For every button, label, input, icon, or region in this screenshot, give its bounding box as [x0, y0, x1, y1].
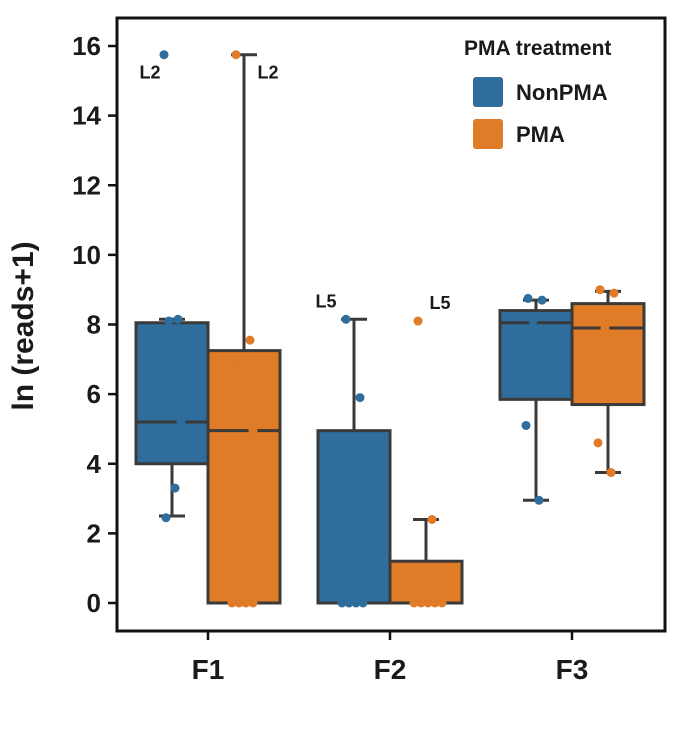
data-point-nonpma — [159, 50, 169, 60]
data-point-nonpma — [521, 420, 531, 430]
data-point-nonpma — [173, 314, 183, 324]
y-tick-label: 10 — [72, 240, 101, 270]
annotation-label: L2 — [139, 63, 160, 83]
data-point-pma — [231, 50, 241, 60]
data-point-pma — [430, 598, 440, 608]
y-tick-label: 16 — [72, 31, 101, 61]
data-point-nonpma — [157, 438, 167, 448]
data-point-pma — [423, 598, 433, 608]
legend-label-nonpma: NonPMA — [516, 80, 608, 105]
data-point-pma — [609, 288, 619, 298]
points-layer — [157, 50, 622, 608]
data-point-pma — [234, 598, 244, 608]
data-point-pma — [241, 598, 251, 608]
data-point-nonpma — [528, 316, 538, 326]
data-point-nonpma — [161, 513, 171, 523]
data-point-nonpma — [358, 598, 368, 608]
annotations-layer: L2 L2 L5 L5 — [139, 63, 450, 313]
annotation-label: L5 — [429, 293, 450, 313]
data-point-pma — [413, 316, 423, 326]
y-axis-label: ln (reads+1) — [7, 241, 40, 410]
x-axis-ticks: F1 F2 F3 — [192, 631, 589, 685]
annotation-label: L5 — [315, 291, 336, 311]
data-point-pma — [612, 368, 622, 378]
data-point-nonpma — [164, 316, 174, 326]
y-tick-label: 14 — [72, 101, 101, 131]
data-point-nonpma — [351, 598, 361, 608]
box-nonpma-f3 — [498, 298, 574, 502]
data-point-pma — [227, 598, 237, 608]
data-point-pma — [236, 361, 246, 371]
data-point-pma — [427, 514, 437, 524]
box-body — [206, 349, 282, 605]
data-point-nonpma — [170, 483, 180, 493]
y-tick-label: 2 — [87, 518, 101, 548]
y-axis-ticks: 0 2 4 6 8 10 12 14 16 — [72, 31, 117, 618]
data-point-pma — [409, 598, 419, 608]
data-point-nonpma — [341, 314, 351, 324]
data-point-nonpma — [523, 293, 533, 303]
data-point-pma — [248, 426, 258, 436]
data-point-nonpma — [355, 393, 365, 403]
x-tick-label-f1: F1 — [192, 654, 225, 685]
data-point-pma — [248, 598, 258, 608]
data-point-pma — [606, 467, 616, 477]
y-tick-label: 4 — [87, 449, 102, 479]
data-point-nonpma — [540, 375, 550, 385]
y-tick-label: 6 — [87, 379, 101, 409]
data-point-pma — [600, 323, 610, 333]
legend: PMA treatment NonPMA PMA — [464, 37, 611, 149]
x-tick-label-f2: F2 — [374, 654, 407, 685]
box-body — [498, 309, 574, 401]
box-pma-f3 — [570, 289, 646, 474]
data-point-pma — [595, 285, 605, 295]
data-point-pma — [245, 335, 255, 345]
box-nonpma-f2 — [316, 317, 392, 605]
annotation-label: L2 — [257, 63, 278, 83]
data-point-nonpma — [176, 417, 186, 427]
data-point-pma — [437, 598, 447, 608]
legend-swatch-nonpma — [473, 77, 503, 107]
data-point-nonpma — [534, 495, 544, 505]
data-point-nonpma — [537, 295, 547, 305]
box-pma-f2 — [388, 517, 464, 605]
legend-title: PMA treatment — [464, 37, 611, 60]
box-pma-f1 — [206, 53, 282, 605]
data-point-pma — [416, 598, 426, 608]
boxes-layer — [134, 53, 646, 605]
box-body — [134, 321, 210, 466]
x-tick-label-f3: F3 — [556, 654, 589, 685]
y-tick-label: 12 — [72, 170, 101, 200]
data-point-nonpma — [346, 452, 356, 462]
box-body — [316, 429, 392, 605]
y-tick-label: 8 — [87, 310, 101, 340]
data-point-nonpma — [344, 598, 354, 608]
box-body — [388, 559, 464, 605]
data-point-pma — [593, 438, 603, 448]
legend-swatch-pma — [473, 119, 503, 149]
legend-label-pma: PMA — [516, 122, 565, 147]
data-point-nonpma — [337, 598, 347, 608]
box-body — [570, 302, 646, 407]
y-tick-label: 0 — [87, 588, 101, 618]
